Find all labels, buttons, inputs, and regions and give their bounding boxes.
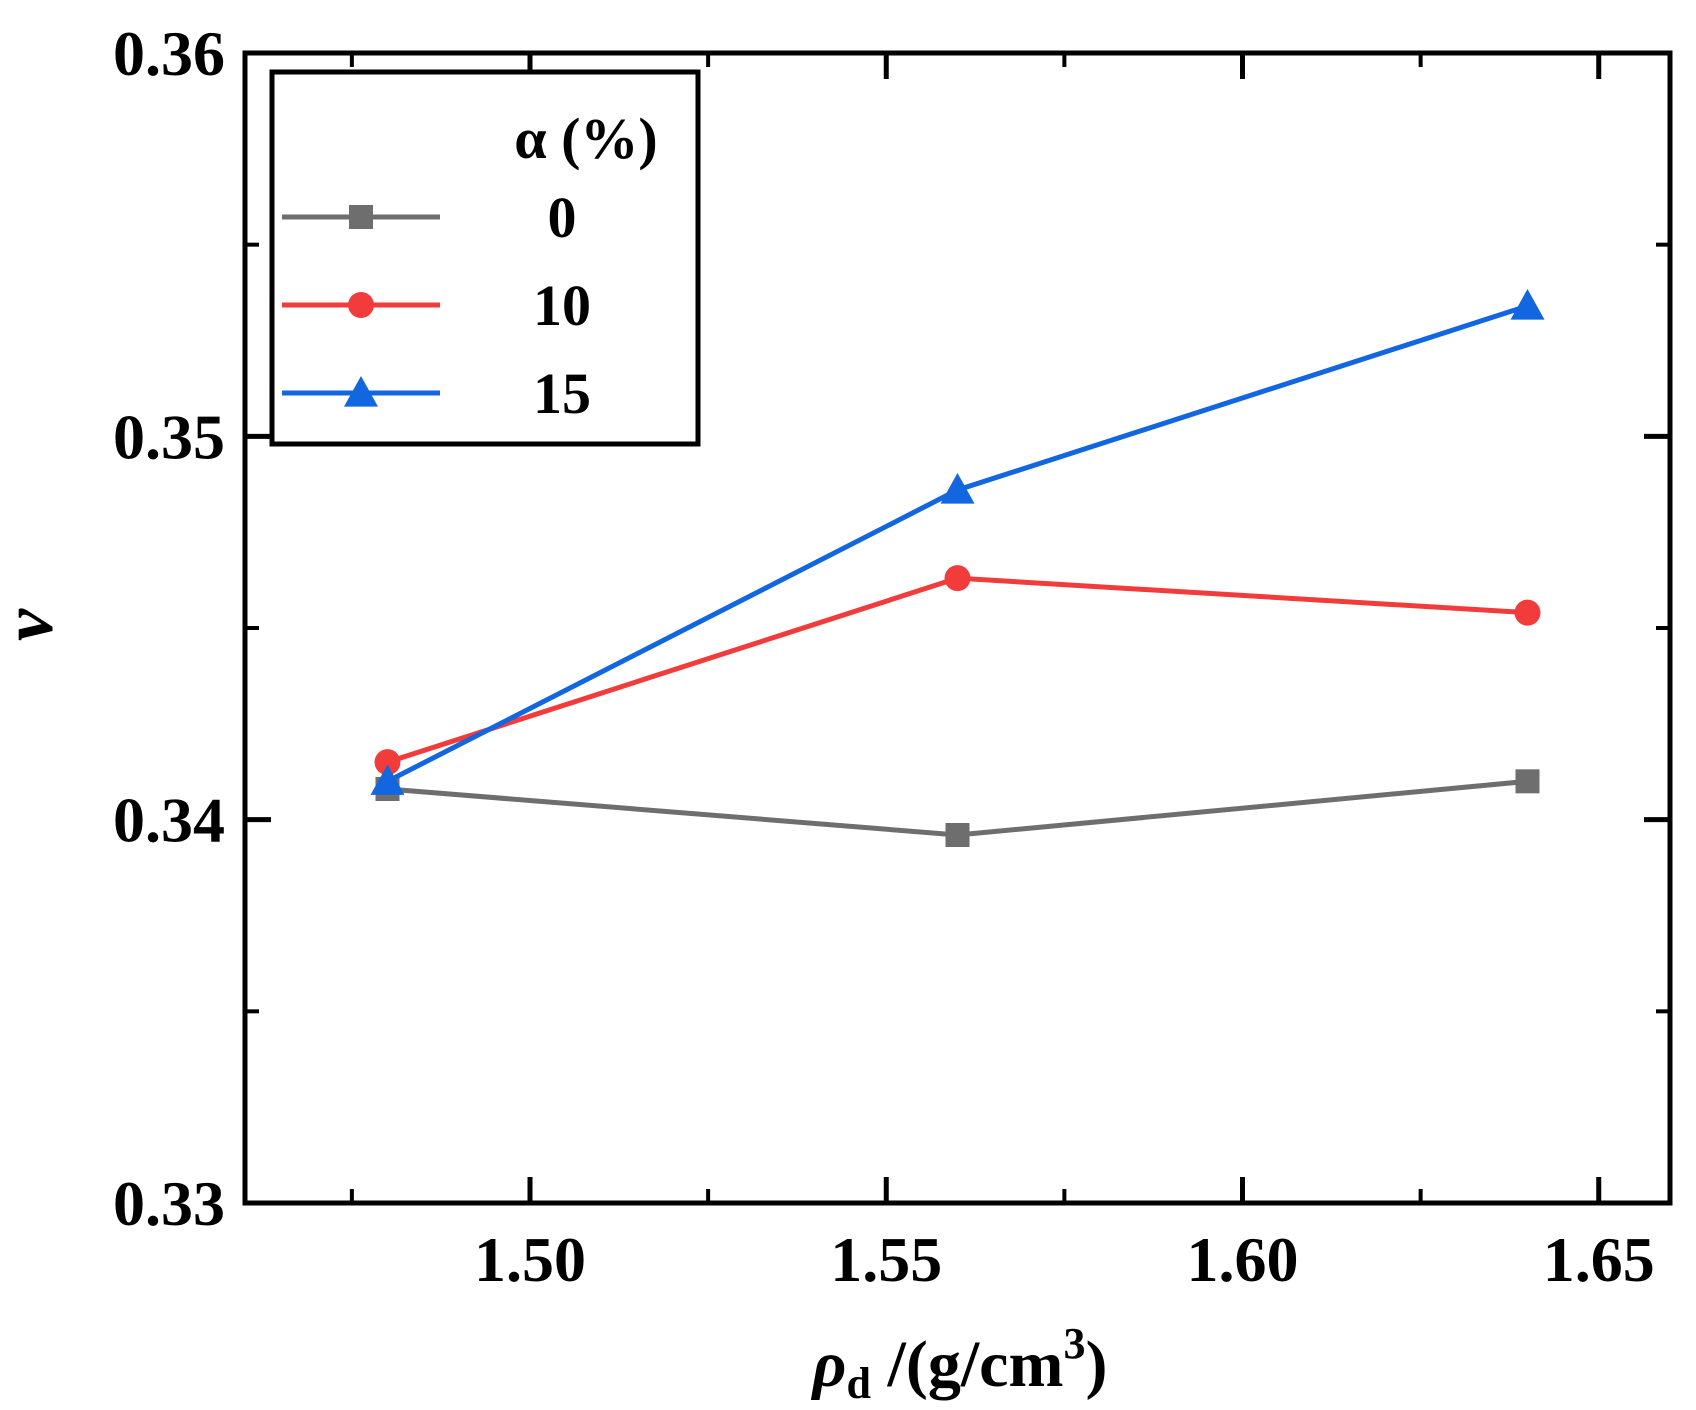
x-axis-label-symbol: ρ	[811, 1328, 847, 1401]
series-layer	[370, 289, 1545, 847]
legend: α (%) 0 10 15	[269, 69, 701, 447]
data-point-15	[1510, 289, 1545, 320]
data-point-10	[1514, 599, 1541, 626]
legend-label-0: 0	[548, 185, 577, 250]
x-axis-label-superscript: 3	[1063, 1319, 1085, 1368]
legend-label-15: 15	[533, 361, 591, 426]
data-point-0	[1515, 769, 1540, 794]
y-tick-label: 0.33	[113, 1168, 225, 1239]
y-axis-label: ν	[0, 608, 68, 641]
legend-marker-10	[348, 292, 374, 318]
data-point-10	[944, 565, 971, 592]
data-point-15	[370, 764, 405, 795]
y-tick-label: 0.34	[113, 785, 225, 856]
x-axis-label-close: )	[1085, 1328, 1107, 1401]
legend-title: α (%)	[514, 106, 658, 171]
y-tick-label: 0.35	[113, 401, 225, 472]
x-tick-label: 1.50	[474, 1224, 586, 1295]
y-tick-label: 0.36	[113, 18, 225, 89]
x-axis-label-unit: /(g/cm	[871, 1328, 1063, 1401]
x-axis-label-subscript: d	[847, 1359, 871, 1408]
x-tick-label: 1.65	[1543, 1224, 1655, 1295]
legend-box	[269, 69, 701, 447]
series-line-10	[386, 575, 1528, 765]
x-tick-label: 1.55	[830, 1224, 942, 1295]
data-point-0	[945, 823, 970, 847]
data-point-10	[374, 749, 401, 776]
legend-marker-0	[349, 205, 373, 229]
legend-marker-15	[344, 376, 378, 407]
legend-label-10: 10	[533, 273, 591, 338]
x-axis-label: ρd /(g/cm3)	[811, 1319, 1108, 1408]
x-tick-label: 1.60	[1187, 1224, 1299, 1295]
plot-frame	[242, 50, 1673, 1206]
tick-labels: 1.50 1.55 1.60 1.65 0.33 0.34 0.35 0.36	[113, 18, 1655, 1295]
data-point-15	[940, 473, 975, 504]
